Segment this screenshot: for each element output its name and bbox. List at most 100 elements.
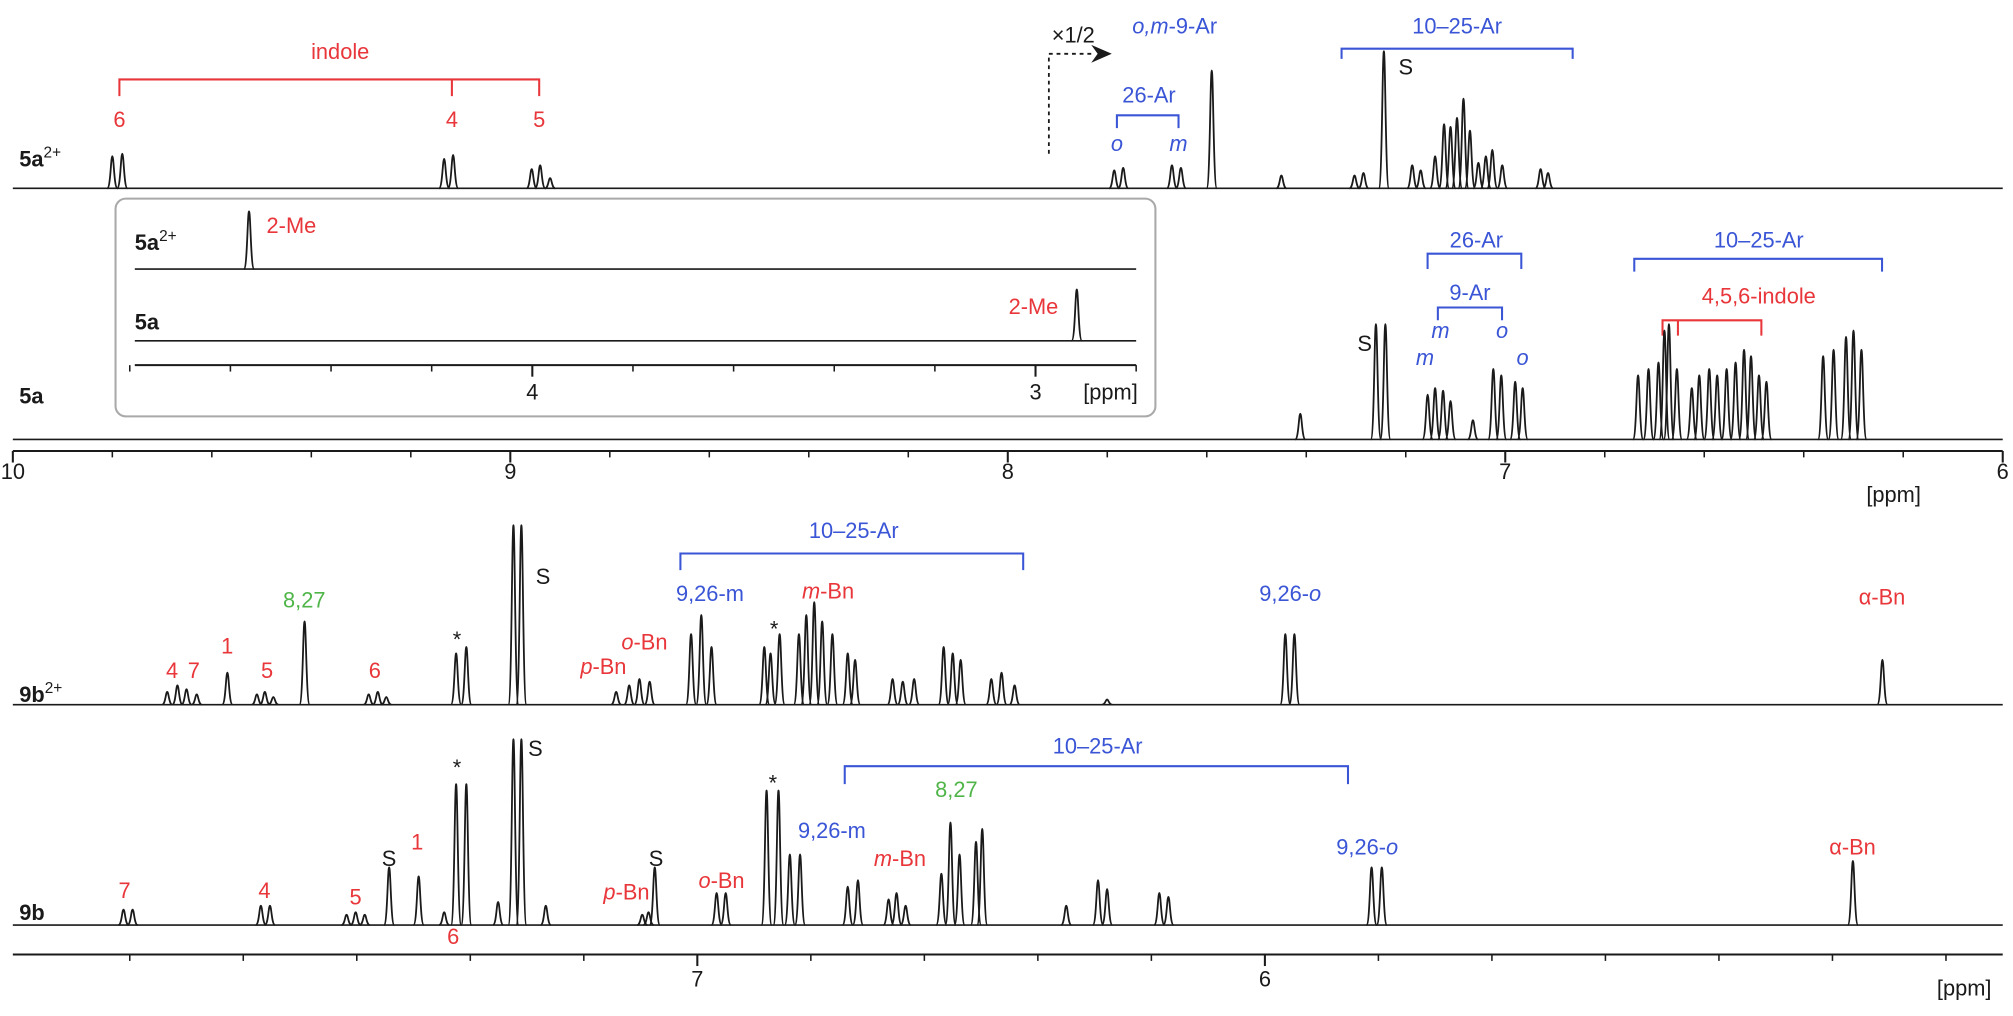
annotation-part: 9,26- [1259, 581, 1309, 606]
bracket [1426, 252, 1523, 270]
annotation: indole [311, 39, 369, 64]
bracket [1115, 114, 1180, 129]
peak [1752, 374, 1765, 441]
x-tick-label: 7 [1499, 459, 1511, 484]
peak [1379, 323, 1392, 441]
peak [1101, 888, 1114, 926]
annotation: 5 [261, 658, 273, 683]
series-name: 5a [135, 309, 160, 334]
series-superscript: 2+ [44, 145, 62, 162]
peak [264, 904, 276, 926]
x-tick-label: 3 [1029, 380, 1041, 405]
peak [1429, 387, 1442, 441]
peak [341, 913, 353, 926]
peak [851, 879, 864, 926]
peak [685, 633, 698, 706]
annotation: p-Bn [602, 879, 649, 904]
peak [849, 658, 862, 706]
annotation: 6 [113, 107, 125, 132]
peak [623, 684, 635, 706]
annotation-part: p [579, 654, 592, 679]
peak [643, 680, 656, 706]
peak [507, 524, 520, 706]
annotations-bottom: 10–25-Ar S 9,26-m m-Bn 8,27 9,26-o α-Bn … [118, 518, 1905, 949]
peak [1153, 892, 1166, 926]
peak [816, 620, 829, 706]
annotation: 10–25-Ar [1412, 13, 1502, 38]
peak [808, 601, 821, 706]
peak [1165, 164, 1178, 190]
spectrum-panel: 4 3 [ppm]5a2+5a [128, 210, 1138, 405]
x-tick-label: 7 [691, 967, 703, 992]
peak [1349, 174, 1361, 190]
annotation: 5 [533, 107, 545, 132]
peak [221, 671, 234, 706]
bracket [1661, 319, 1763, 336]
annotation: α-Bn [1859, 585, 1906, 610]
peak [1495, 374, 1508, 441]
peak [1463, 129, 1476, 190]
x-axis-label: [ppm] [1937, 976, 1992, 1001]
peak [412, 875, 425, 926]
peak [251, 693, 263, 706]
peak [1817, 355, 1830, 441]
peak [1357, 172, 1370, 190]
peak [515, 738, 528, 926]
peak [1670, 368, 1683, 441]
peak [1162, 895, 1175, 926]
peak [171, 684, 184, 706]
annotation: 2-Me [1009, 294, 1059, 319]
peak [1685, 387, 1698, 441]
x-tick-label: 4 [526, 380, 538, 405]
annotation: S [1398, 54, 1413, 79]
peak [946, 652, 959, 706]
peak [1275, 174, 1287, 190]
peak [954, 658, 967, 706]
peak [985, 678, 998, 706]
peak [1658, 329, 1671, 441]
peak [792, 633, 805, 706]
peak [953, 853, 966, 926]
peak [438, 157, 451, 190]
peak [450, 783, 463, 926]
peak [180, 688, 193, 706]
peak [1711, 374, 1724, 441]
inset-frame [114, 197, 1157, 418]
peak [544, 177, 556, 190]
annotation: o [1517, 345, 1529, 370]
peak [460, 783, 473, 926]
peak [896, 680, 909, 706]
bracket [1436, 306, 1504, 321]
peak [438, 911, 450, 926]
peak [106, 155, 119, 190]
peak [1429, 155, 1442, 190]
annotation: 4,5,6-indole [1702, 284, 1816, 309]
peak [507, 738, 520, 926]
peak [1070, 288, 1083, 342]
peak [116, 152, 129, 190]
annotation: 5 [350, 885, 362, 910]
arrow-head [1091, 44, 1112, 63]
peak [890, 892, 903, 926]
series-name: 5a [135, 230, 160, 255]
annotation: * [453, 627, 462, 652]
annotation: p-Bn [579, 654, 626, 679]
peak [1279, 633, 1292, 706]
peak [944, 821, 957, 926]
series-label: 5a [135, 309, 160, 334]
bracket [1340, 47, 1574, 59]
series-label: 5a2+ [19, 145, 61, 172]
annotation: S [1357, 331, 1372, 356]
peak [1288, 633, 1301, 706]
peak [1415, 169, 1427, 190]
spectrum-panel: 10 9 8 7 6[ppm]5a2+5a [1, 50, 2009, 507]
annotation: 4 [166, 658, 178, 683]
annotation-part: o [1309, 581, 1321, 606]
peak [267, 696, 279, 706]
peak [1855, 348, 1868, 441]
peak [259, 690, 271, 706]
bracket [118, 78, 541, 97]
peak [633, 678, 646, 706]
annotation: * [770, 617, 779, 642]
annotation: 9,26-m [798, 818, 866, 843]
